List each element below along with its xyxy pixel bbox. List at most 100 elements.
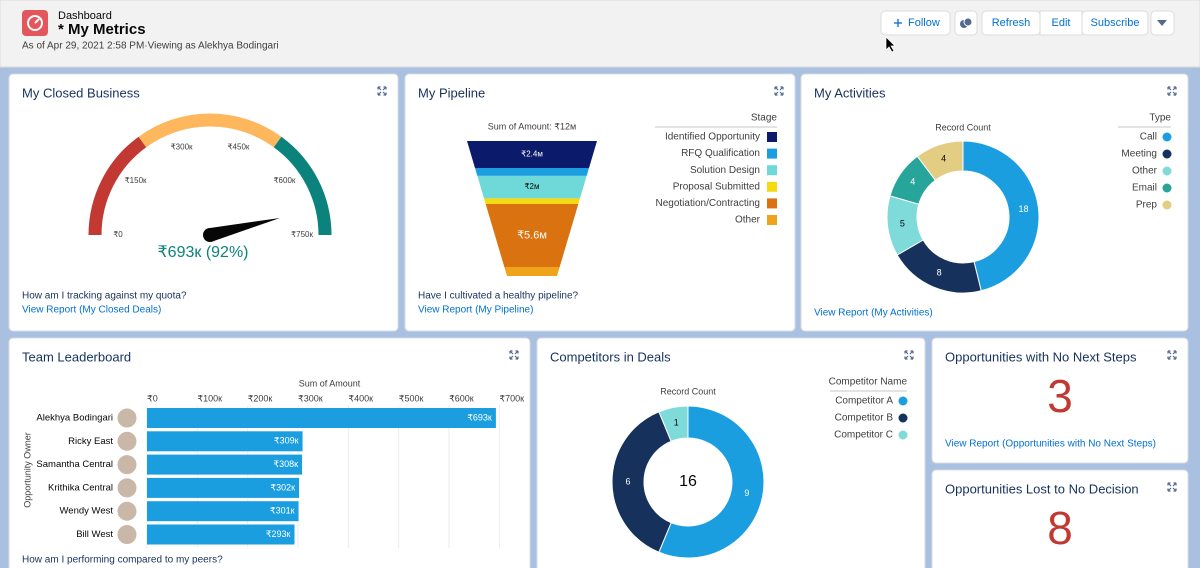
funnel-segment <box>504 267 560 276</box>
expand-icon[interactable] <box>509 350 519 360</box>
data-label: 8 <box>937 267 942 277</box>
donut-segment <box>658 405 765 559</box>
button-frame <box>1039 10 1083 36</box>
card <box>404 73 796 332</box>
expand-icon[interactable] <box>1167 482 1177 492</box>
dropdown-icon <box>1157 20 1167 26</box>
footer-question: How am I tracking against my quota? <box>22 291 187 302</box>
report-link[interactable]: View Report (Opportunities with No Next … <box>945 439 1156 450</box>
legend-swatch <box>767 148 777 159</box>
legend-swatch <box>898 396 908 406</box>
gauge-tick-label: ₹450к <box>227 143 249 152</box>
gauge-needle <box>208 217 280 242</box>
card-title: Opportunities Lost to No Decision <box>945 481 1139 496</box>
button-label: Follow <box>908 17 940 29</box>
legend-swatch <box>767 198 777 209</box>
legend-swatch <box>1162 200 1172 210</box>
data-label: ₹2м <box>524 182 539 191</box>
y-tick-label: Alekhya Bodingari <box>36 413 113 424</box>
legend-title: Competitor Name <box>829 377 908 388</box>
button-label: Refresh <box>992 17 1031 29</box>
card-title: My Closed Business <box>22 85 140 100</box>
legend-swatch <box>767 132 777 142</box>
legend-label: Competitor B <box>835 413 894 424</box>
button-frame <box>1081 10 1149 36</box>
card <box>800 73 1189 332</box>
data-label: ₹301к <box>270 506 295 516</box>
gauge-band <box>88 136 147 236</box>
card-title: My Pipeline <box>418 85 485 100</box>
gauge-tick-label: ₹150к <box>125 176 147 185</box>
legend-label: Call <box>1140 132 1157 143</box>
button-label: Edit <box>1052 17 1071 29</box>
legend-title: Stage <box>751 113 778 124</box>
legend-swatch <box>767 181 777 192</box>
legend-label: RFQ Qualification <box>681 148 760 159</box>
avatar <box>116 454 138 476</box>
report-link[interactable]: View Report (My Closed Deals) <box>22 305 161 316</box>
header-title: * My Metrics <box>58 21 146 38</box>
share-button[interactable] <box>954 10 978 36</box>
x-tick-label: ₹700к <box>499 393 524 403</box>
expand-icon[interactable] <box>904 350 914 360</box>
expand-icon[interactable] <box>377 86 387 96</box>
legend-label: Other <box>735 215 761 226</box>
legend-swatch <box>898 413 908 423</box>
funnel-segment <box>475 168 589 176</box>
expand-icon[interactable] <box>1167 86 1177 96</box>
y-tick-label: Wendy West <box>59 506 113 517</box>
y-tick-label: Bill West <box>76 529 113 540</box>
card <box>8 73 399 332</box>
metric-value: 3 <box>1047 370 1073 422</box>
report-link[interactable]: View Report (My Activities) <box>814 308 933 319</box>
card-title: Competitors in Deals <box>550 349 671 364</box>
bar <box>147 501 299 522</box>
follow-button[interactable]: Follow <box>880 10 951 36</box>
card-title: My Activities <box>814 85 886 100</box>
data-label: ₹309к <box>274 436 299 446</box>
x-tick-label: ₹600к <box>449 393 474 403</box>
expand-icon[interactable] <box>1167 350 1177 360</box>
chart-subtitle: Sum of Amount: ₹12м <box>488 121 576 131</box>
data-label: ₹302к <box>270 482 295 492</box>
donut-segment <box>611 411 672 553</box>
x-tick-label: ₹0 <box>147 393 158 403</box>
x-tick-label: ₹100к <box>197 393 222 403</box>
card <box>931 337 1189 464</box>
data-label: 4 <box>910 177 915 187</box>
chart-subtitle: Record Count <box>660 386 716 396</box>
footer-question: Have I cultivated a healthy pipeline? <box>418 291 579 302</box>
header-label: Dashboard <box>58 10 112 22</box>
legend-swatch <box>898 430 908 440</box>
legend-swatch <box>1162 183 1172 193</box>
x-tick-label: ₹400к <box>348 393 373 403</box>
gauge-value: ₹693к (92%) <box>158 244 249 261</box>
expand-icon[interactable] <box>774 86 784 96</box>
gauge-band <box>138 113 282 148</box>
share-icon <box>963 17 973 27</box>
more-button[interactable] <box>1150 10 1175 36</box>
data-label: 1 <box>674 418 679 428</box>
gauge-tick-label: ₹750к <box>291 230 313 239</box>
x-tick-label: ₹200к <box>248 393 273 403</box>
x-tick-label: ₹500к <box>399 393 424 403</box>
refresh-button[interactable]: Refresh <box>981 10 1041 36</box>
header-subtitle: As of Apr 29, 2021 2:58 PM·Viewing as Al… <box>22 41 279 52</box>
bar <box>147 431 303 452</box>
funnel-segment <box>484 198 580 204</box>
report-link[interactable]: View Report (My Pipeline) <box>418 305 533 316</box>
avatar <box>116 524 138 545</box>
legend-swatch <box>1162 132 1172 142</box>
edit-button[interactable]: Edit <box>1039 10 1083 36</box>
avatar <box>116 430 138 452</box>
data-label: ₹693к <box>467 412 492 422</box>
subscribe-button[interactable]: Subscribe <box>1081 10 1149 36</box>
legend-label: Identified Opportunity <box>665 132 760 143</box>
y-axis-title: Opportunity Owner <box>22 432 32 508</box>
funnel-segment <box>477 175 587 199</box>
y-tick-label: Samantha Central <box>36 459 113 470</box>
funnel-segment <box>485 204 579 267</box>
data-label: 6 <box>625 476 630 486</box>
